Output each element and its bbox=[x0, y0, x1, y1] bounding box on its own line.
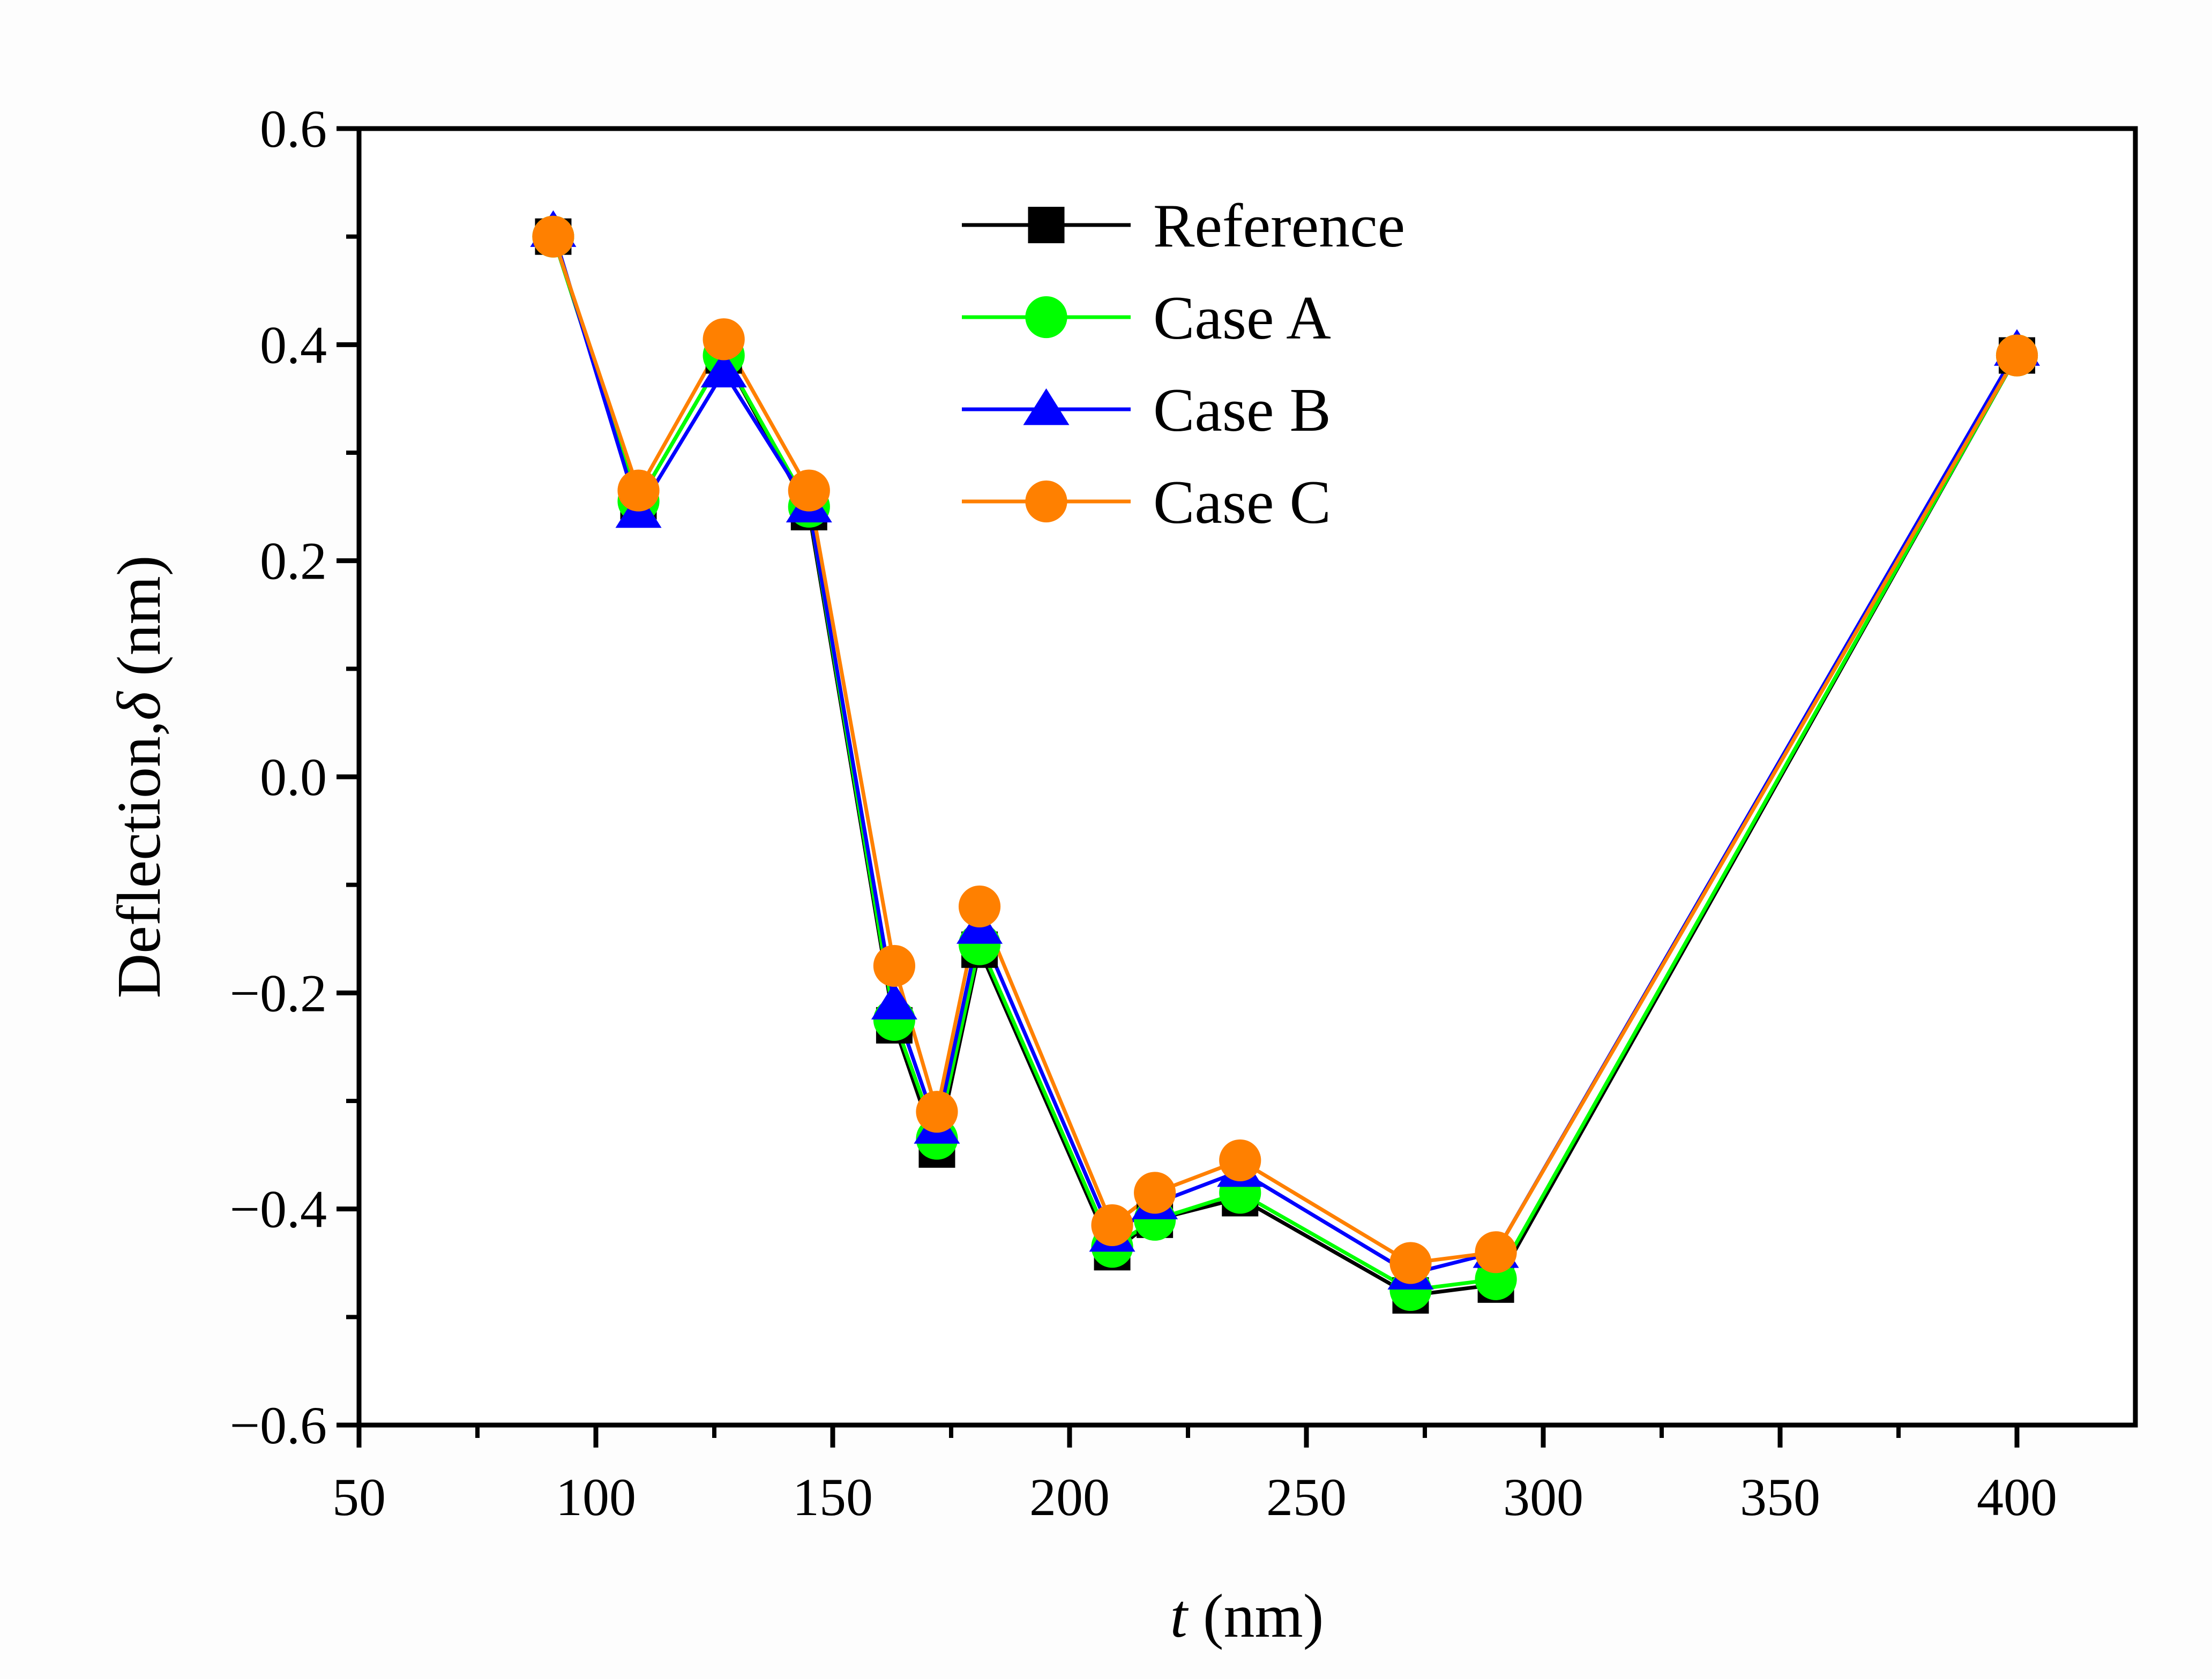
data-point-case-c bbox=[873, 945, 916, 987]
x-axis-title-var: t bbox=[1170, 1582, 1189, 1651]
x-axis-ticks: 50 100 150 200 250 300 350 400 bbox=[332, 1425, 2057, 1527]
y-tick-label: −0.6 bbox=[230, 1396, 327, 1455]
y-axis-ticks: −0.6 −0.4 −0.2 0.0 0.2 0.4 0.6 bbox=[230, 99, 359, 1455]
x-axis-title-unit: (nm) bbox=[1187, 1582, 1324, 1651]
data-point-case-c bbox=[1475, 1231, 1517, 1273]
data-point-case-c bbox=[1996, 334, 2038, 377]
x-tick-label: 150 bbox=[793, 1467, 873, 1527]
legend-item-case-b: Case B bbox=[962, 376, 1331, 445]
data-point-case-c bbox=[1219, 1139, 1261, 1182]
data-point-case-c bbox=[1091, 1204, 1133, 1247]
y-axis-title: Deflection,δ (nm) bbox=[105, 556, 174, 999]
legend-label-case-b: Case B bbox=[1153, 376, 1331, 445]
series-markers bbox=[530, 210, 2041, 1314]
data-point-case-c bbox=[532, 215, 574, 258]
y-axis-title-unit: (nm) bbox=[105, 556, 174, 692]
data-point-case-c bbox=[788, 469, 830, 512]
x-tick-label: 400 bbox=[1977, 1467, 2057, 1527]
legend-marker-case-c bbox=[1025, 480, 1067, 523]
x-tick-label: 50 bbox=[332, 1467, 386, 1527]
y-tick-label: 0.0 bbox=[260, 747, 327, 807]
y-tick-label: −0.2 bbox=[230, 963, 327, 1023]
y-tick-label: −0.4 bbox=[230, 1180, 327, 1239]
y-tick-label: 0.6 bbox=[260, 99, 327, 159]
data-point-case-c bbox=[703, 318, 745, 361]
data-point-case-c bbox=[1134, 1172, 1176, 1214]
x-tick-label: 100 bbox=[556, 1467, 636, 1527]
x-tick-label: 200 bbox=[1029, 1467, 1110, 1527]
series-markers-case-c bbox=[532, 215, 2038, 1284]
data-point-case-c bbox=[958, 885, 1001, 928]
legend-marker-reference bbox=[1028, 207, 1065, 243]
data-point-case-b bbox=[871, 983, 917, 1020]
y-tick-label: 0.4 bbox=[260, 315, 327, 374]
legend-marker-case-a bbox=[1025, 296, 1067, 339]
plot-frame bbox=[356, 126, 2138, 1428]
data-point-case-c bbox=[916, 1091, 958, 1133]
legend-label-case-c: Case C bbox=[1153, 468, 1331, 537]
data-point-case-c bbox=[617, 469, 660, 512]
x-tick-label: 250 bbox=[1266, 1467, 1347, 1527]
legend-marker-case-b bbox=[1023, 388, 1070, 425]
x-tick-label: 300 bbox=[1503, 1467, 1583, 1527]
legend-item-case-c: Case C bbox=[962, 468, 1331, 537]
legend: Reference Case A Case B Case C bbox=[962, 192, 1405, 537]
legend-item-reference: Reference bbox=[962, 192, 1405, 260]
y-axis-title-symbol: δ bbox=[105, 691, 174, 721]
y-tick-label: 0.2 bbox=[260, 531, 327, 591]
legend-item-case-a: Case A bbox=[962, 284, 1331, 353]
x-tick-label: 350 bbox=[1740, 1467, 1820, 1527]
x-axis-title: t (nm) bbox=[1170, 1582, 1324, 1651]
y-axis-title-prefix: Deflection, bbox=[105, 721, 174, 999]
legend-label-reference: Reference bbox=[1153, 192, 1405, 260]
legend-label-case-a: Case A bbox=[1153, 284, 1331, 353]
data-point-case-c bbox=[1389, 1242, 1432, 1284]
data-point-case-b bbox=[700, 350, 747, 388]
